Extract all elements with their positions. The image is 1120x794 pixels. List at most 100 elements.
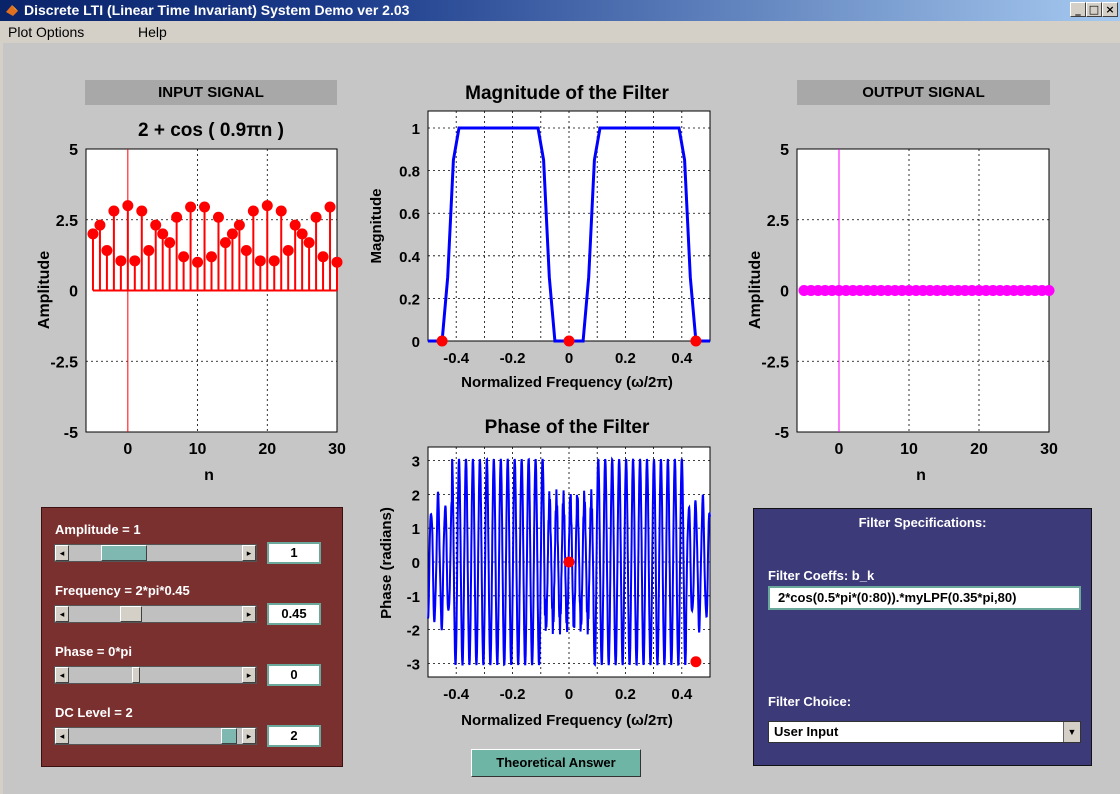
y-tick-label: 0 bbox=[780, 284, 789, 301]
input-stem-marker bbox=[247, 205, 259, 217]
phase-marker bbox=[563, 556, 575, 568]
slider-right-arrow[interactable]: ▸ bbox=[242, 667, 256, 683]
maximize-button[interactable]: □ bbox=[1086, 2, 1102, 17]
output-stem-marker bbox=[1043, 285, 1055, 296]
y-tick-label: 5 bbox=[69, 142, 78, 159]
dc-level-input[interactable]: 2 bbox=[267, 725, 321, 747]
phase-xlabel: Normalized Frequency (ω/2π) bbox=[461, 712, 673, 729]
menu-plot-options[interactable]: Plot Options bbox=[8, 24, 85, 40]
input-stem-marker bbox=[212, 211, 224, 223]
y-tick-label: 2.5 bbox=[56, 213, 78, 230]
y-tick-label: 2.5 bbox=[767, 213, 789, 230]
frequency-input[interactable]: 0.45 bbox=[267, 603, 321, 625]
y-tick-label: 0.2 bbox=[399, 291, 420, 308]
slider-left-arrow[interactable]: ◂ bbox=[55, 728, 69, 744]
slider-right-arrow[interactable]: ▸ bbox=[242, 606, 256, 622]
input-stem-marker bbox=[331, 256, 343, 268]
phase-curve bbox=[427, 456, 711, 667]
y-tick-label: 1 bbox=[412, 121, 420, 138]
input-stem-marker bbox=[101, 245, 113, 257]
x-tick-label: -0.2 bbox=[500, 350, 526, 367]
dc-level-label: DC Level = 2 bbox=[55, 705, 133, 720]
input-stem-marker bbox=[310, 211, 322, 223]
output-ylabel: Amplitude bbox=[747, 251, 764, 329]
slider-left-arrow[interactable]: ◂ bbox=[55, 667, 69, 683]
magnitude-title: Magnitude of the Filter bbox=[465, 83, 669, 104]
slider-left-arrow[interactable]: ◂ bbox=[55, 606, 69, 622]
slider-thumb[interactable] bbox=[131, 667, 140, 683]
output-yticks: 5 2.5 0 -2.5 -5 bbox=[761, 142, 789, 442]
input-stem-marker bbox=[317, 251, 329, 263]
minimize-button[interactable]: _ bbox=[1070, 2, 1086, 17]
magnitude-plot[interactable]: Magnitude of the Filter Normalized Frequ… bbox=[368, 83, 711, 391]
phase-xticks: -0.4 -0.2 0 0.2 0.4 bbox=[443, 686, 693, 703]
input-stem-marker bbox=[178, 251, 190, 263]
x-tick-label: 0 bbox=[123, 441, 132, 458]
filter-coeffs-label: Filter Coeffs: b_k bbox=[768, 568, 875, 583]
output-plot[interactable]: n Amplitude 0 10 20 30 5 2.5 0 -2.5 -5 bbox=[747, 142, 1058, 484]
y-tick-label: 5 bbox=[780, 142, 789, 159]
input-plot[interactable]: 2 + cos ( 0.9πn ) n Amplitude 0 10 20 30 5 2… bbox=[36, 120, 346, 484]
filter-spec-title: Filter Specifications: bbox=[858, 515, 987, 530]
dc-level-slider[interactable]: ◂ ▸ bbox=[54, 727, 257, 745]
magnitude-xticks: -0.4 -0.2 0 0.2 0.4 bbox=[443, 350, 693, 367]
filter-choice-select[interactable]: User Input ▼ bbox=[768, 721, 1081, 743]
input-stem-marker bbox=[289, 219, 301, 231]
magnitude-yticks: 1 0.8 0.6 0.4 0.2 0 bbox=[399, 121, 421, 351]
title-bar: Discrete LTI (Linear Time Invariant) Sys… bbox=[0, 0, 1120, 21]
y-tick-label: 1 bbox=[412, 521, 420, 538]
x-tick-label: 0.2 bbox=[615, 686, 636, 703]
x-tick-label: 20 bbox=[258, 441, 276, 458]
input-ylabel: Amplitude bbox=[36, 251, 53, 329]
close-button[interactable]: × bbox=[1102, 2, 1118, 17]
menu-help[interactable]: Help bbox=[138, 24, 167, 40]
y-tick-label: -5 bbox=[775, 425, 789, 442]
magnitude-ylabel: Magnitude bbox=[368, 189, 385, 264]
signal-controls-panel: Amplitude = 1 ◂ ▸ 1 Frequency = 2*pi*0.4… bbox=[41, 507, 343, 767]
input-stem-marker bbox=[296, 228, 308, 240]
x-tick-label: 0 bbox=[565, 350, 573, 367]
y-tick-label: -1 bbox=[407, 589, 420, 606]
input-stems bbox=[87, 200, 343, 292]
x-tick-label: 0 bbox=[565, 686, 573, 703]
slider-thumb[interactable] bbox=[100, 545, 147, 561]
slider-right-arrow[interactable]: ▸ bbox=[242, 728, 256, 744]
input-plot-title: 2 + cos ( 0.9πn ) bbox=[138, 120, 284, 141]
input-stem-marker bbox=[136, 205, 148, 217]
amplitude-input[interactable]: 1 bbox=[267, 542, 321, 564]
input-stem-marker bbox=[226, 228, 238, 240]
y-tick-label: 0 bbox=[412, 334, 420, 351]
filter-coeffs-input[interactable]: 2*cos(0.5*pi*(0:80)).*myLPF(0.35*pi,80) bbox=[768, 586, 1081, 610]
menu-bar: Plot Options Help bbox=[0, 21, 1120, 43]
input-signal-header: INPUT SIGNAL bbox=[85, 80, 337, 105]
input-stem-marker bbox=[122, 200, 134, 212]
input-stem-marker bbox=[87, 228, 99, 240]
x-tick-label: -0.4 bbox=[443, 686, 470, 703]
output-stems bbox=[798, 285, 1055, 296]
y-tick-label: -2 bbox=[407, 623, 420, 640]
input-stem-marker bbox=[185, 201, 197, 213]
slider-thumb[interactable] bbox=[221, 728, 238, 744]
y-tick-label: -2.5 bbox=[761, 354, 789, 371]
magnitude-marker bbox=[436, 335, 448, 347]
window-title: Discrete LTI (Linear Time Invariant) Sys… bbox=[24, 2, 410, 18]
x-tick-label: -0.4 bbox=[443, 350, 470, 367]
slider-right-arrow[interactable]: ▸ bbox=[242, 545, 256, 561]
y-tick-label: 0 bbox=[69, 284, 78, 301]
filter-choice-label: Filter Choice: bbox=[768, 694, 852, 709]
x-tick-label: 0 bbox=[835, 441, 844, 458]
phase-title: Phase of the Filter bbox=[485, 417, 650, 438]
theoretical-answer-button[interactable]: Theoretical Answer bbox=[471, 749, 641, 777]
amplitude-slider[interactable]: ◂ ▸ bbox=[54, 544, 257, 562]
phase-plot[interactable]: Phase of the Filter Normalized Frequency… bbox=[378, 417, 711, 729]
phase-slider[interactable]: ◂ ▸ bbox=[54, 666, 257, 684]
output-signal-header: OUTPUT SIGNAL bbox=[797, 80, 1050, 105]
slider-thumb[interactable] bbox=[120, 606, 143, 622]
frequency-slider[interactable]: ◂ ▸ bbox=[54, 605, 257, 623]
slider-left-arrow[interactable]: ◂ bbox=[55, 545, 69, 561]
filter-specifications-panel: Filter Specifications: Filter Coeffs: b_… bbox=[753, 508, 1092, 766]
dropdown-arrow-icon[interactable]: ▼ bbox=[1063, 722, 1080, 742]
input-stem-marker bbox=[115, 255, 127, 267]
phase-input[interactable]: 0 bbox=[267, 664, 321, 686]
